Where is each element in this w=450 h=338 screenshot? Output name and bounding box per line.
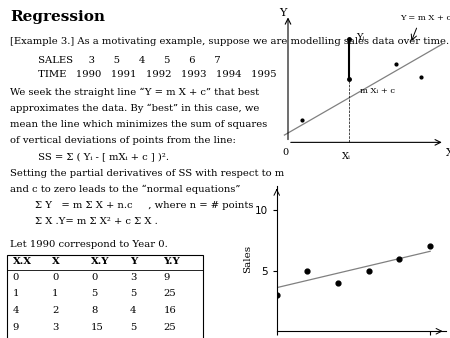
Text: TIME   1990   1991   1992   1993   1994   1995: TIME 1990 1991 1992 1993 1994 1995 (10, 70, 277, 79)
Text: 16: 16 (163, 306, 176, 315)
Text: 2: 2 (52, 306, 58, 315)
Text: Y: Y (130, 257, 137, 266)
Text: Y: Y (279, 8, 286, 18)
Text: Y.Y: Y.Y (163, 257, 180, 266)
Text: 3: 3 (52, 322, 58, 332)
Text: Σ Y   = m Σ X + n.c     , where n = # points: Σ Y = m Σ X + n.c , where n = # points (10, 201, 253, 210)
Text: SS = Σ ( Yᵢ - [ mXᵢ + c ] )².: SS = Σ ( Yᵢ - [ mXᵢ + c ] )². (10, 152, 169, 162)
Text: Y = m X + c: Y = m X + c (400, 14, 450, 22)
Text: Let 1990 correspond to Year 0.: Let 1990 correspond to Year 0. (10, 240, 168, 249)
Text: Xᵢ: Xᵢ (342, 152, 351, 162)
Bar (7, 255, 202, 338)
Text: Setting the partial derivatives of SS with respect to m: Setting the partial derivatives of SS wi… (10, 169, 284, 178)
Text: 9: 9 (13, 322, 19, 332)
Text: 1: 1 (52, 289, 58, 298)
Text: X.Y: X.Y (91, 257, 109, 266)
Text: 9: 9 (163, 272, 170, 282)
Text: 15: 15 (91, 322, 104, 332)
Y-axis label: Sales: Sales (243, 244, 252, 273)
Text: 5: 5 (130, 289, 136, 298)
Text: Regression: Regression (10, 10, 105, 24)
Text: We seek the straight line “Y = m X + c” that best: We seek the straight line “Y = m X + c” … (10, 88, 259, 97)
Text: of vertical deviations of points from the line:: of vertical deviations of points from th… (10, 136, 236, 145)
Text: 3: 3 (130, 272, 136, 282)
Text: 0: 0 (91, 272, 97, 282)
Text: 5: 5 (130, 322, 136, 332)
Point (427, 244, 434, 249)
Text: 1: 1 (13, 289, 19, 298)
Text: [Example 3.] As a motivating example, suppose we are modelling sales data over t: [Example 3.] As a motivating example, su… (10, 37, 449, 46)
Text: and c to zero leads to the “normal equations”: and c to zero leads to the “normal equat… (10, 185, 240, 194)
Point (396, 256, 403, 261)
Text: 0: 0 (13, 272, 19, 282)
Text: 4: 4 (130, 306, 136, 315)
Text: 5: 5 (91, 289, 97, 298)
Text: SALES     3      5      4      5      6      7: SALES 3 5 4 5 6 7 (10, 56, 220, 65)
Text: Yᵢ: Yᵢ (356, 33, 365, 42)
Text: 25: 25 (163, 289, 176, 298)
Text: mean the line which minimizes the sum of squares: mean the line which minimizes the sum of… (10, 120, 267, 129)
Text: 0: 0 (52, 272, 58, 282)
Text: 0: 0 (283, 148, 289, 157)
Point (334, 280, 342, 286)
Text: X: X (446, 148, 450, 158)
Text: 8: 8 (91, 306, 97, 315)
Text: 25: 25 (163, 322, 176, 332)
Point (365, 268, 373, 273)
Text: X: X (52, 257, 60, 266)
Text: Σ X .Y= m Σ X² + c Σ X .: Σ X .Y= m Σ X² + c Σ X . (10, 217, 158, 226)
Text: X.X: X.X (13, 257, 32, 266)
Point (273, 292, 280, 298)
Text: m Xᵢ + c: m Xᵢ + c (360, 87, 395, 95)
Text: 4: 4 (13, 306, 19, 315)
Point (304, 268, 311, 273)
Text: approximates the data. By “best” in this case, we: approximates the data. By “best” in this… (10, 104, 260, 113)
